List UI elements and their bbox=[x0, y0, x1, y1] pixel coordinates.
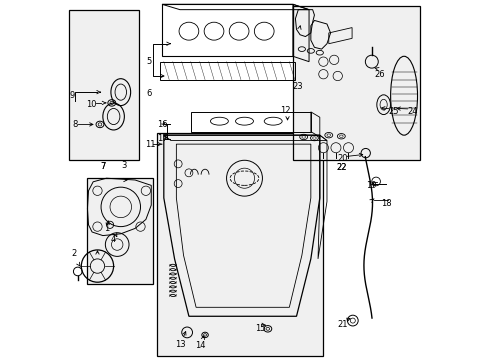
Text: 20: 20 bbox=[337, 154, 347, 163]
Text: 13: 13 bbox=[175, 340, 185, 349]
Bar bbox=[292, 6, 419, 160]
Text: 23: 23 bbox=[292, 82, 302, 91]
Text: 5: 5 bbox=[146, 57, 152, 66]
Text: 25: 25 bbox=[387, 107, 398, 116]
Text: 22: 22 bbox=[335, 163, 346, 172]
Text: 19: 19 bbox=[366, 181, 376, 190]
Text: 3: 3 bbox=[122, 161, 127, 170]
Text: 22: 22 bbox=[335, 163, 346, 172]
Text: 10: 10 bbox=[85, 100, 96, 109]
Text: 11: 11 bbox=[145, 140, 156, 149]
Text: 24: 24 bbox=[407, 107, 417, 116]
Text: 15: 15 bbox=[255, 324, 265, 333]
Bar bbox=[156, 134, 323, 356]
Text: 8: 8 bbox=[72, 120, 78, 129]
Text: 16: 16 bbox=[157, 120, 168, 129]
Text: 26: 26 bbox=[374, 70, 385, 79]
Text: 18: 18 bbox=[380, 199, 391, 208]
Text: 6: 6 bbox=[146, 89, 152, 98]
Text: 9: 9 bbox=[69, 91, 74, 100]
Text: 7: 7 bbox=[100, 162, 105, 171]
Text: 1: 1 bbox=[103, 224, 109, 233]
Text: 17: 17 bbox=[157, 134, 168, 143]
Text: 21: 21 bbox=[337, 320, 347, 329]
Text: 2: 2 bbox=[71, 249, 77, 258]
Text: 4: 4 bbox=[111, 235, 116, 244]
Bar bbox=[86, 178, 153, 284]
Text: 14: 14 bbox=[195, 341, 205, 350]
Text: 12: 12 bbox=[280, 105, 290, 114]
Bar bbox=[69, 10, 139, 160]
Text: 7: 7 bbox=[100, 162, 105, 171]
